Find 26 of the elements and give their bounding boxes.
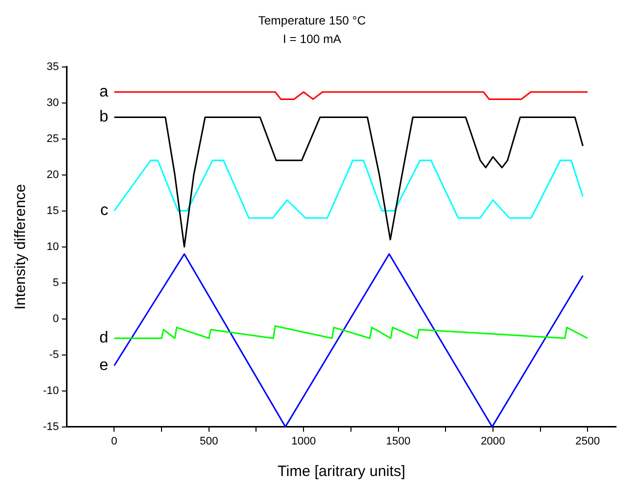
chart-subtitle: I = 100 mA <box>282 32 342 46</box>
y-tick-label: 30 <box>46 96 59 109</box>
y-tick-label: -10 <box>42 384 59 397</box>
y-tick-label: 15 <box>46 204 59 217</box>
y-tick-label: -5 <box>49 348 59 361</box>
chart-title: Temperature 150 °C <box>258 14 366 28</box>
series-label: c <box>100 202 108 220</box>
y-tick-label: 0 <box>52 312 59 325</box>
y-axis-title: Intensity difference <box>12 184 30 310</box>
y-tick-label: -15 <box>42 420 59 433</box>
x-tick-label: 2000 <box>480 435 506 448</box>
y-tick-label: 5 <box>52 276 59 289</box>
series-label: a <box>99 83 108 100</box>
x-tick-label: 0 <box>111 435 118 448</box>
series-label: b <box>99 108 108 126</box>
y-tick-label: 35 <box>46 60 59 73</box>
x-tick-label: 2500 <box>575 435 600 448</box>
x-tick-label: 1000 <box>291 435 316 448</box>
x-tick-label: 500 <box>200 435 218 448</box>
x-tick-label: 1500 <box>386 435 410 448</box>
y-tick-label: 10 <box>46 240 59 253</box>
series-label: d <box>99 330 108 347</box>
x-axis-title: Time [aritrary units] <box>278 463 406 480</box>
y-tick-label: 25 <box>46 132 59 145</box>
series-label: e <box>99 357 108 374</box>
y-tick-label: 20 <box>46 168 59 181</box>
